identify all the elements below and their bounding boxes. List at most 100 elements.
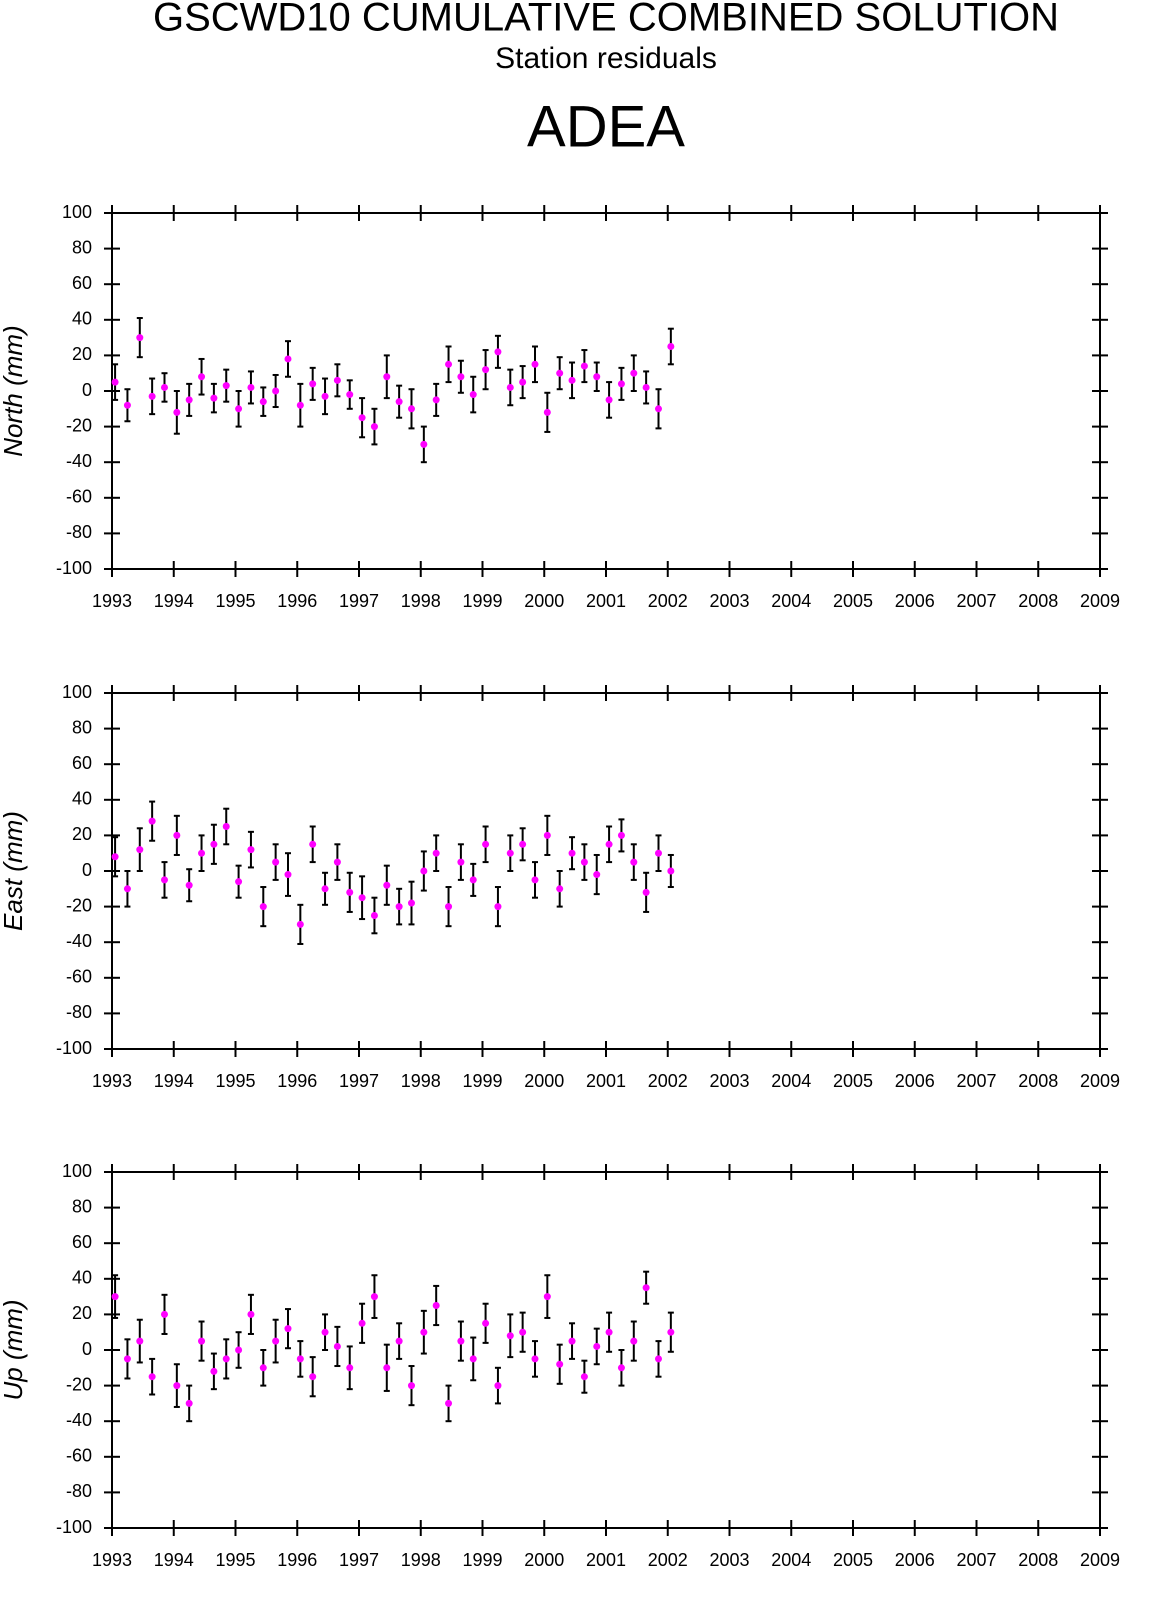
data-point <box>346 888 354 896</box>
y-tick-label: -40 <box>66 451 92 471</box>
y-tick-label: -100 <box>56 558 92 578</box>
y-axis-label: Up (mm) <box>0 1299 28 1400</box>
data-point <box>173 408 181 416</box>
data-point <box>617 380 625 388</box>
y-tick-label: -60 <box>66 967 92 987</box>
station-name: ADEA <box>527 94 685 159</box>
x-tick-label: 1996 <box>277 591 317 611</box>
x-tick-label: 2000 <box>524 1550 564 1570</box>
y-tick-label: -80 <box>66 1481 92 1501</box>
y-tick-label: 0 <box>82 1339 92 1359</box>
x-tick-label: 2003 <box>709 591 749 611</box>
data-point <box>667 867 675 875</box>
y-tick-label: 20 <box>72 824 92 844</box>
data-point <box>333 376 341 384</box>
data-point <box>383 373 391 381</box>
data-point <box>296 1355 304 1363</box>
data-point <box>519 840 527 848</box>
data-point <box>642 1284 650 1292</box>
y-tick-label: -20 <box>66 415 92 435</box>
x-tick-label: 2005 <box>833 591 873 611</box>
x-tick-label: 1994 <box>154 591 194 611</box>
data-point <box>222 382 230 390</box>
data-point <box>519 378 527 386</box>
x-tick-label: 1999 <box>462 1071 502 1091</box>
data-point <box>630 858 638 866</box>
x-tick-label: 1993 <box>92 591 132 611</box>
y-tick-label: -40 <box>66 931 92 951</box>
data-point <box>445 903 453 911</box>
data-point <box>198 373 206 381</box>
x-tick-label: 1995 <box>215 1550 255 1570</box>
data-point <box>198 849 206 857</box>
data-point <box>556 369 564 377</box>
y-tick-label: -20 <box>66 1374 92 1394</box>
data-point <box>346 1364 354 1372</box>
data-point <box>111 378 119 386</box>
data-point <box>259 1364 267 1372</box>
y-axis-label: East (mm) <box>0 811 28 931</box>
data-point <box>247 846 255 854</box>
x-tick-label: 2008 <box>1018 591 1058 611</box>
data-point <box>185 396 193 404</box>
data-point <box>123 401 131 409</box>
data-point <box>148 1373 156 1381</box>
data-point <box>593 373 601 381</box>
y-tick-label: -20 <box>66 895 92 915</box>
data-point <box>432 1302 440 1309</box>
data-point <box>482 1319 490 1327</box>
x-tick-label: 2009 <box>1080 1071 1120 1091</box>
x-tick-label: 1997 <box>339 1071 379 1091</box>
data-point <box>568 1337 576 1345</box>
data-point <box>531 360 539 368</box>
data-point <box>556 885 564 893</box>
y-tick-label: -100 <box>56 1038 92 1058</box>
data-point <box>272 387 280 395</box>
data-point <box>210 840 218 848</box>
x-tick-label: 2001 <box>586 1071 626 1091</box>
data-point <box>383 1364 391 1372</box>
data-point <box>370 423 378 431</box>
y-tick-label: 100 <box>62 1161 92 1181</box>
data-point <box>654 1355 662 1363</box>
data-point <box>420 1328 428 1336</box>
data-point <box>160 876 168 884</box>
data-point <box>469 1355 477 1363</box>
data-point <box>370 1293 378 1301</box>
y-tick-label: 0 <box>82 860 92 880</box>
data-point <box>383 881 391 889</box>
data-point <box>296 920 304 928</box>
x-tick-label: 2007 <box>956 1071 996 1091</box>
x-tick-label: 2007 <box>956 1550 996 1570</box>
x-tick-label: 2000 <box>524 591 564 611</box>
y-tick-label: 60 <box>72 273 92 293</box>
data-point <box>543 1293 551 1301</box>
data-point <box>494 903 502 911</box>
data-point <box>605 840 613 848</box>
data-point <box>296 401 304 409</box>
data-point <box>358 414 366 422</box>
data-point <box>346 391 354 399</box>
data-point <box>136 846 144 854</box>
x-tick-label: 2008 <box>1018 1550 1058 1570</box>
y-tick-label: 20 <box>72 1303 92 1323</box>
x-tick-label: 2002 <box>648 591 688 611</box>
data-point <box>148 392 156 400</box>
y-tick-label: 0 <box>82 380 92 400</box>
x-tick-label: 1999 <box>462 591 502 611</box>
data-point <box>432 849 440 857</box>
y-tick-label: 20 <box>72 344 92 364</box>
data-point <box>543 408 551 416</box>
data-point <box>247 383 255 391</box>
data-point <box>531 1355 539 1363</box>
data-point <box>494 348 502 356</box>
data-point <box>642 888 650 896</box>
data-point <box>506 1332 514 1340</box>
x-tick-label: 2001 <box>586 591 626 611</box>
x-tick-label: 1994 <box>154 1550 194 1570</box>
data-point <box>370 912 378 919</box>
x-tick-label: 2007 <box>956 591 996 611</box>
x-tick-label: 2006 <box>895 1550 935 1570</box>
data-point <box>469 391 477 399</box>
data-point <box>136 1337 144 1345</box>
